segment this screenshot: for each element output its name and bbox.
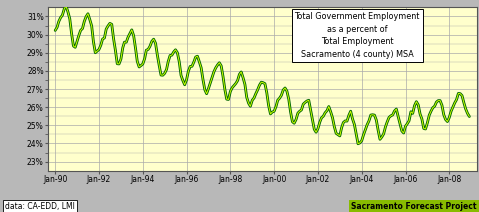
Text: data: CA-EDD, LMI: data: CA-EDD, LMI xyxy=(5,202,75,211)
Text: Sacramento Forecast Project: Sacramento Forecast Project xyxy=(351,202,477,211)
Text: Total Government Employment
as a percent of
Total Employment
Sacramento (4 count: Total Government Employment as a percent… xyxy=(295,12,420,59)
